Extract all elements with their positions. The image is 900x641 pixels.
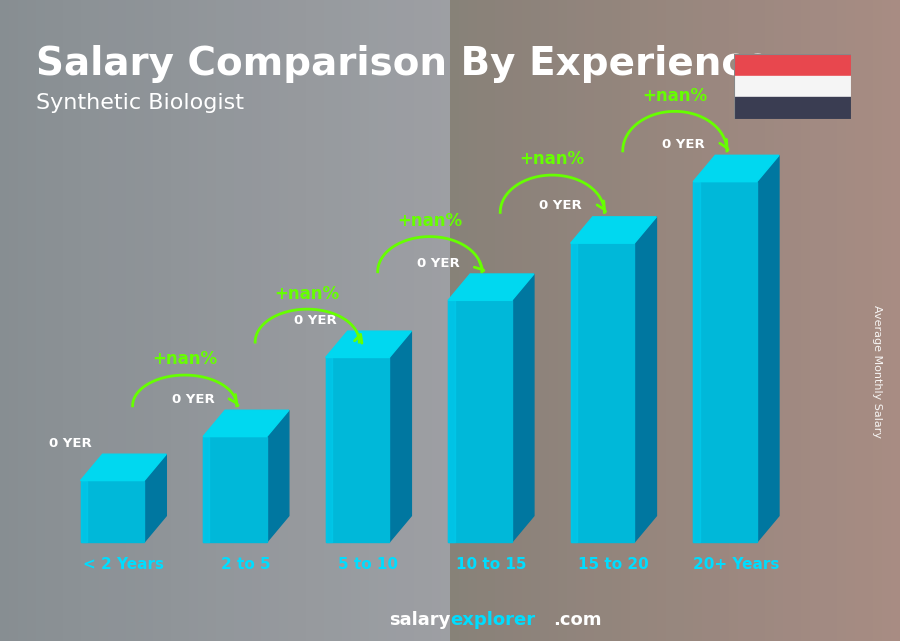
Bar xyxy=(80,481,144,542)
Text: +nan%: +nan% xyxy=(397,212,463,230)
Bar xyxy=(80,481,87,542)
Polygon shape xyxy=(512,274,534,542)
Text: 5 to 10: 5 to 10 xyxy=(338,558,399,572)
Text: +nan%: +nan% xyxy=(643,87,707,104)
Text: 0 YER: 0 YER xyxy=(417,256,460,270)
Text: Salary Comparison By Experience: Salary Comparison By Experience xyxy=(36,45,770,83)
Bar xyxy=(326,358,332,542)
Polygon shape xyxy=(80,454,166,481)
Bar xyxy=(693,181,699,542)
Polygon shape xyxy=(266,410,289,542)
Bar xyxy=(734,54,850,76)
Text: 0 YER: 0 YER xyxy=(294,313,338,327)
Text: .com: .com xyxy=(554,612,602,629)
Polygon shape xyxy=(144,454,166,542)
Text: 10 to 15: 10 to 15 xyxy=(455,558,526,572)
Text: Synthetic Biologist: Synthetic Biologist xyxy=(36,93,244,113)
Bar xyxy=(326,358,390,542)
Polygon shape xyxy=(757,155,779,542)
Polygon shape xyxy=(571,217,656,243)
Polygon shape xyxy=(448,274,534,301)
Bar xyxy=(693,181,757,542)
Text: 0 YER: 0 YER xyxy=(539,199,582,212)
Text: 0 YER: 0 YER xyxy=(172,393,214,406)
Polygon shape xyxy=(326,331,411,358)
Bar xyxy=(734,97,850,119)
Text: 2 to 5: 2 to 5 xyxy=(221,558,271,572)
Text: 20+ Years: 20+ Years xyxy=(693,558,779,572)
Bar xyxy=(571,243,577,542)
Text: 15 to 20: 15 to 20 xyxy=(578,558,649,572)
Text: 0 YER: 0 YER xyxy=(50,437,92,450)
Text: +nan%: +nan% xyxy=(274,285,340,303)
Bar xyxy=(203,437,210,542)
Bar xyxy=(203,437,266,542)
Text: < 2 Years: < 2 Years xyxy=(83,558,164,572)
Text: +nan%: +nan% xyxy=(152,351,217,369)
Bar xyxy=(448,301,512,542)
Text: Average Monthly Salary: Average Monthly Salary xyxy=(872,305,883,438)
Text: salary: salary xyxy=(389,612,450,629)
Polygon shape xyxy=(390,331,411,542)
Text: +nan%: +nan% xyxy=(519,151,585,169)
Polygon shape xyxy=(693,155,779,181)
Bar xyxy=(571,243,634,542)
Polygon shape xyxy=(203,410,289,437)
Polygon shape xyxy=(634,217,656,542)
Text: explorer: explorer xyxy=(450,612,536,629)
Text: 0 YER: 0 YER xyxy=(662,138,705,151)
Bar xyxy=(734,76,850,97)
Bar xyxy=(448,301,454,542)
